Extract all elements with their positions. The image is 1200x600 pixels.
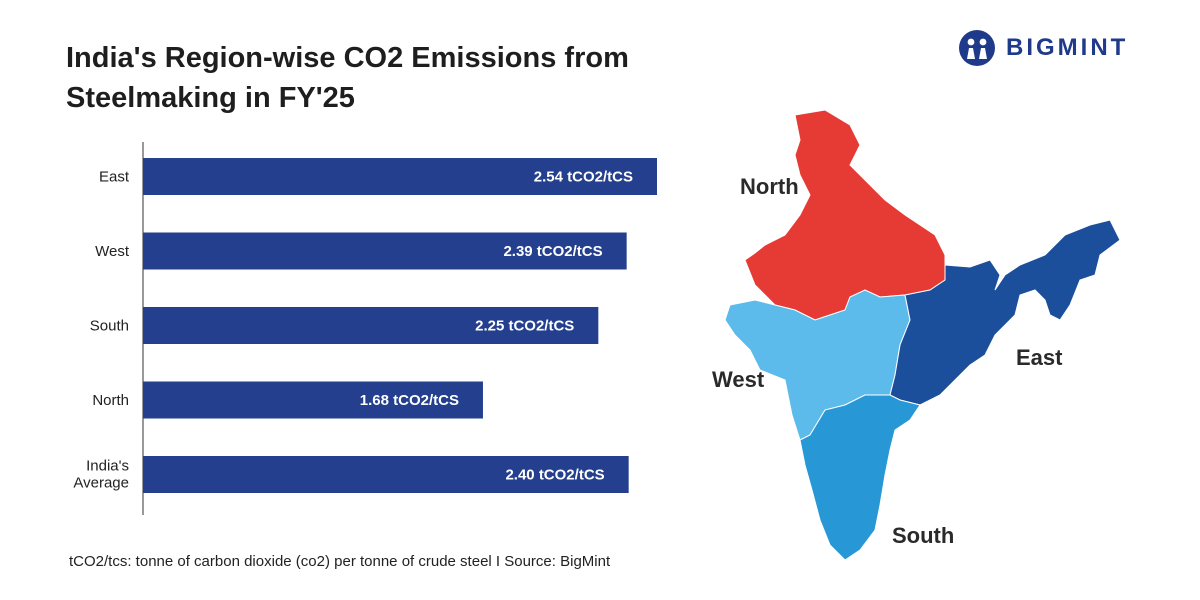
bar-north xyxy=(143,381,483,419)
brand-logo: BIGMINT xyxy=(958,28,1128,68)
bar-chart: 2.54 tCO2/tCS East 2.39 tCO2/tCS West 2.25 t… xyxy=(73,142,657,515)
bar-value-label: 2.39 tCO2/tCS xyxy=(503,243,602,260)
category-tick-label: North xyxy=(92,392,129,409)
bar-value-label: 2.40 tCO2/tCS xyxy=(505,467,604,484)
category-tick-label: West xyxy=(95,243,130,260)
bigmint-logo-icon xyxy=(959,30,995,66)
title-line-1: India's Region-wise CO2 Emissions from xyxy=(66,42,629,74)
map-label-east: East xyxy=(1016,345,1063,370)
bar-value-label: 2.25 tCO2/tCS xyxy=(475,318,574,335)
bar-south xyxy=(143,307,599,344)
chart-title: India's Region-wise CO2 Emissions from S… xyxy=(66,38,706,118)
bar-west xyxy=(143,232,627,270)
title-line-2: Steelmaking in FY'25 xyxy=(66,82,355,114)
map-label-south: South xyxy=(892,523,955,548)
category-tick-label: India's Average xyxy=(73,458,129,492)
brand-name: BIGMINT xyxy=(1006,34,1129,61)
map-region-north xyxy=(744,109,946,321)
map-label-north: North xyxy=(740,174,799,199)
footnote: tCO2/tcs: tonne of carbon dioxide (co2) … xyxy=(69,553,611,570)
bar-east xyxy=(143,158,657,195)
map-region-south xyxy=(799,394,921,561)
bar-value-label: 1.68 tCO2/tCS xyxy=(360,392,459,409)
bar-india-s-average xyxy=(143,456,629,493)
category-tick-label: East xyxy=(99,169,130,186)
bar-value-label: 2.54 tCO2/tCS xyxy=(534,169,633,186)
map-label-west: West xyxy=(712,367,765,392)
india-region-map xyxy=(724,109,1121,561)
map-region-east xyxy=(889,219,1121,406)
category-tick-label: South xyxy=(90,318,129,335)
